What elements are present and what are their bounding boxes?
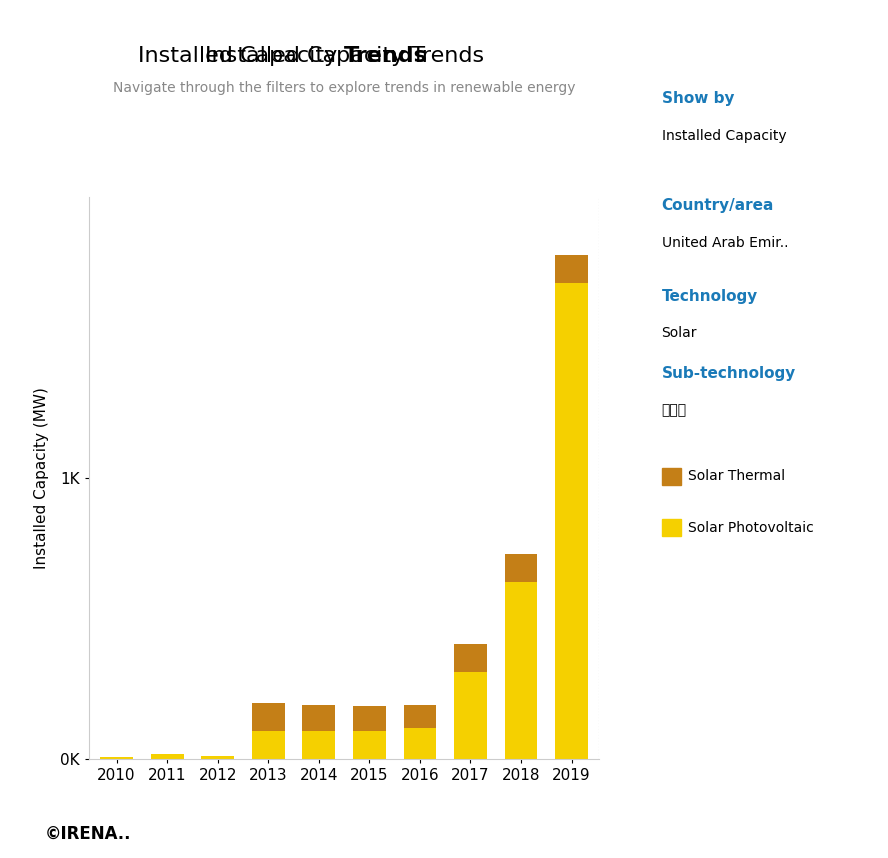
Text: Installed Capacity: Installed Capacity: [662, 129, 786, 142]
Text: Show by: Show by: [662, 91, 734, 106]
Text: Installed Capacity Trends: Installed Capacity Trends: [204, 45, 484, 66]
Bar: [353, 706, 385, 731]
Bar: [403, 704, 436, 728]
Bar: [353, 731, 385, 759]
Bar: [555, 283, 588, 759]
Bar: [403, 728, 436, 759]
Bar: [504, 583, 537, 759]
Bar: [202, 756, 234, 759]
Text: Navigate through the filters to explore trends in renewable energy: Navigate through the filters to explore …: [113, 81, 575, 94]
Bar: [252, 731, 285, 759]
Bar: [303, 731, 336, 759]
Text: Technology: Technology: [662, 288, 757, 304]
Bar: [555, 255, 588, 283]
Text: Solar: Solar: [662, 326, 697, 340]
Text: Solar Photovoltaic: Solar Photovoltaic: [688, 521, 814, 535]
Bar: [303, 704, 336, 731]
Text: Trends: Trends: [344, 45, 428, 66]
Text: United Arab Emir..: United Arab Emir..: [662, 236, 788, 250]
Text: Installed Capacity: Installed Capacity: [138, 45, 344, 66]
Bar: [252, 704, 285, 731]
Bar: [454, 644, 487, 672]
Text: Solar Thermal: Solar Thermal: [688, 469, 785, 483]
Text: すべて: すべて: [662, 403, 686, 417]
Bar: [100, 757, 133, 759]
Bar: [454, 672, 487, 759]
Text: Country/area: Country/area: [662, 198, 774, 214]
Y-axis label: Installed Capacity (MW): Installed Capacity (MW): [34, 388, 49, 569]
Bar: [151, 754, 184, 759]
Text: ©IRENA..: ©IRENA..: [44, 825, 131, 843]
Bar: [504, 554, 537, 583]
Text: Sub-technology: Sub-technology: [662, 366, 796, 381]
